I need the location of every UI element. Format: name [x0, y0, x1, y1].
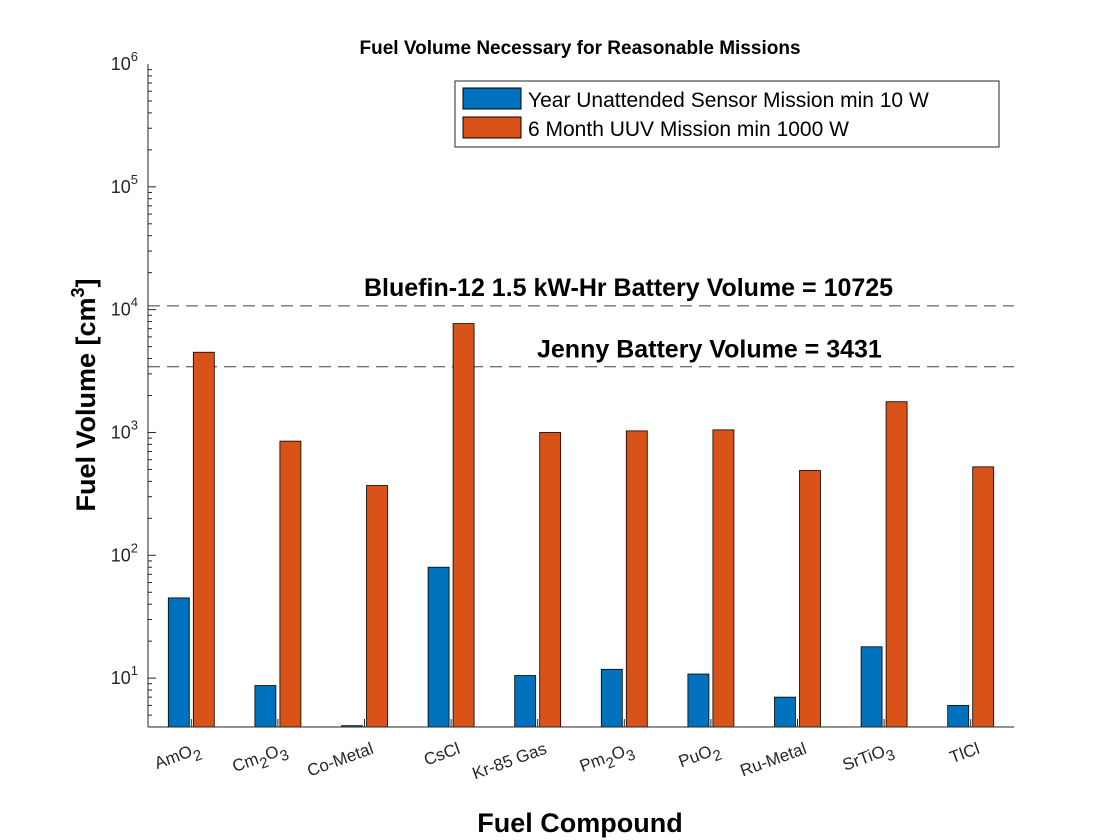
y-tick-label: 103	[111, 417, 138, 442]
bar-uuv	[625, 430, 648, 728]
bar-sensor	[514, 675, 537, 728]
axes	[147, 64, 1014, 728]
x-tick-label: Ru-Metal	[738, 739, 809, 780]
bar-sensor	[860, 646, 883, 728]
x-tick-label: AmO2	[152, 739, 205, 779]
bar-uuv	[452, 323, 475, 728]
reference-line-label: Jenny Battery Volume = 3431	[537, 336, 882, 364]
reference-lines: Bluefin-12 1.5 kW-Hr Battery Volume = 10…	[148, 274, 1014, 368]
x-tick-labels: AmO2 Cm2O3 Co-Metal CsCl Kr-85 Gas Pm2O3 PuO2 R…	[152, 739, 982, 783]
bar-sensor	[167, 597, 190, 728]
x-tick-label: PuO2	[676, 739, 724, 777]
plot-area: Bluefin-12 1.5 kW-Hr Battery Volume = 10…	[147, 64, 1014, 728]
bar-uuv	[799, 470, 821, 728]
y-tick-labels: 101 102 103 104 105 106	[111, 49, 138, 688]
bar-sensor	[254, 685, 277, 728]
legend-box	[454, 80, 1000, 148]
bar-sensor	[687, 673, 710, 728]
y-axis-label: Fuel Volume [cm3]	[68, 278, 101, 511]
bar-uuv	[192, 351, 215, 728]
y-axis-label-main: Fuel Volume [cm	[71, 297, 101, 511]
bars	[167, 323, 995, 728]
x-tick-label: CsCl	[421, 739, 462, 769]
bar-sensor	[947, 704, 970, 728]
y-tick-label: 106	[111, 49, 138, 74]
x-axis-label: Fuel Compound	[477, 808, 682, 838]
x-tick-label: Cm2O3	[230, 739, 292, 782]
x-tick-label: Kr-85 Gas	[470, 739, 549, 783]
legend-swatch-uuv	[462, 116, 522, 139]
bar-sensor	[427, 566, 450, 728]
bar-uuv	[279, 440, 302, 728]
y-tick-label: 101	[111, 663, 138, 688]
bar-sensor	[600, 668, 623, 728]
bar-uuv	[366, 485, 388, 728]
bar-uuv	[539, 432, 562, 728]
y-tick-label: 104	[111, 295, 138, 320]
chart-title: Fuel Volume Necessary for Reasonable Mis…	[359, 38, 800, 59]
legend-swatch-sensor	[462, 87, 522, 110]
y-tick-label: 102	[111, 540, 138, 565]
x-tick-label: SrTiO3	[840, 739, 898, 780]
y-axis-label-end: ]	[71, 278, 101, 287]
legend-label-sensor: Year Unattended Sensor Mission min 10 W	[528, 89, 929, 112]
y-axis-label-sup: 3	[68, 287, 88, 297]
bar-uuv	[972, 466, 995, 728]
legend-label-uuv: 6 Month UUV Mission min 1000 W	[528, 118, 849, 141]
legend: Year Unattended Sensor Mission min 10 W …	[454, 80, 1000, 148]
reference-line-label: Bluefin-12 1.5 kW-Hr Battery Volume = 10…	[364, 274, 893, 302]
bar-uuv	[885, 401, 908, 728]
y-tick-label: 105	[111, 172, 138, 197]
bar-uuv	[712, 429, 735, 728]
x-tick-label: Co-Metal	[305, 739, 376, 780]
x-tick-label: Pm2O3	[577, 739, 638, 781]
bar-sensor	[774, 696, 796, 728]
x-tick-label: TlCl	[947, 739, 982, 767]
